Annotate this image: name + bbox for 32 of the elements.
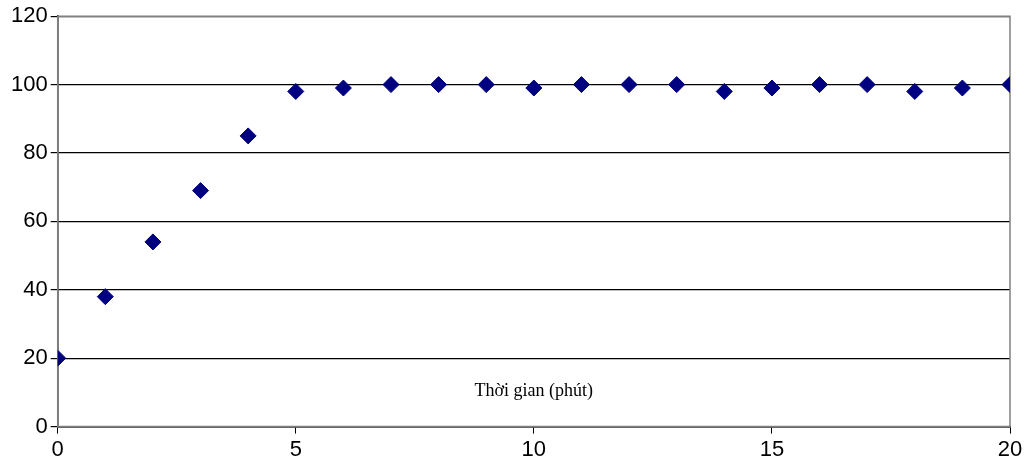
point — [953, 79, 971, 97]
point — [287, 82, 305, 100]
point — [525, 79, 543, 97]
point — [620, 76, 638, 94]
x-tick-label: 15 — [759, 435, 785, 461]
y-tick-label: 40 — [23, 275, 48, 301]
x-tick-label: 0 — [51, 435, 64, 461]
point — [668, 76, 686, 94]
x-tick-label: 5 — [289, 435, 302, 461]
point — [477, 76, 495, 94]
x-tick-label: 10 — [521, 435, 547, 461]
point — [858, 76, 876, 94]
point — [192, 182, 210, 200]
y-tick-label: 0 — [35, 412, 48, 438]
point — [572, 76, 590, 94]
x-axis-title: Thời gian (phút) — [474, 380, 594, 402]
point — [763, 79, 781, 97]
point — [96, 288, 114, 306]
y-tick-label: 100 — [10, 70, 48, 96]
y-tick-label: 120 — [10, 2, 48, 28]
point — [382, 76, 400, 94]
point — [144, 233, 162, 251]
x-tick-label: 20 — [997, 435, 1023, 461]
point — [430, 76, 448, 94]
point — [239, 127, 257, 145]
point — [906, 82, 924, 100]
point — [715, 82, 733, 100]
y-tick-label: 80 — [23, 139, 48, 165]
y-tick-label: 60 — [23, 207, 48, 233]
point — [334, 79, 352, 97]
y-tick-label: 20 — [23, 344, 48, 370]
point — [811, 76, 829, 94]
